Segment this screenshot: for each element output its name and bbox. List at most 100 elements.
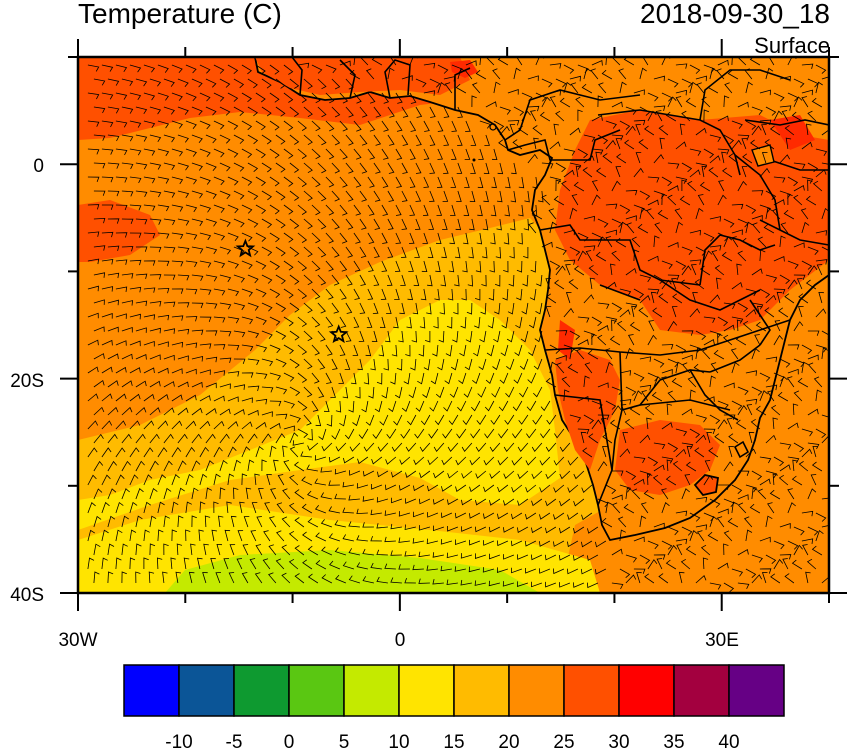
wind-barb — [477, 386, 487, 398]
wind-barb — [731, 57, 733, 66]
wind-barb — [801, 428, 814, 437]
wind-barb — [689, 81, 698, 94]
wind-barb — [546, 293, 557, 304]
colorbar-label: 20 — [498, 732, 519, 750]
wind-barb — [121, 162, 134, 170]
wind-barb — [230, 515, 237, 528]
wind-barb — [163, 407, 175, 416]
wind-barb — [765, 274, 778, 283]
wind-barb — [191, 162, 203, 171]
wind-barb — [185, 316, 198, 322]
wind-barb — [365, 344, 372, 357]
wind-barb — [779, 554, 792, 560]
wind-barb — [87, 285, 99, 292]
wind-barb — [503, 554, 515, 560]
wind-barb — [485, 372, 495, 384]
wind-barb — [371, 330, 378, 343]
wind-barb — [135, 543, 142, 556]
wind-barb — [255, 232, 267, 242]
wind-barb — [183, 557, 190, 570]
wind-barb — [233, 218, 245, 228]
wind-barb — [233, 162, 245, 172]
wind-barb — [443, 400, 453, 412]
wind-barb — [403, 372, 411, 385]
wind-barb — [667, 544, 678, 556]
wind-barb — [489, 553, 501, 560]
wind-barb — [511, 456, 523, 466]
wind-barb — [261, 246, 273, 256]
wind-barb — [356, 483, 369, 489]
wind-barb — [391, 442, 403, 452]
wind-barb — [318, 428, 327, 441]
wind-barb — [363, 442, 375, 452]
wind-barb — [456, 428, 467, 439]
wind-barb — [672, 460, 683, 472]
wind-barb — [311, 64, 323, 74]
wind-barb — [227, 64, 239, 74]
wind-barb — [665, 559, 677, 570]
wind-barb — [205, 162, 217, 172]
wind-barb — [723, 95, 730, 108]
wind-barb — [767, 502, 775, 514]
wind-barb — [793, 78, 805, 88]
wind-barb — [653, 154, 664, 164]
wind-barb — [163, 354, 175, 361]
wind-barb — [339, 60, 351, 67]
wind-barb — [297, 288, 308, 299]
wind-barb — [317, 386, 325, 398]
wind-barb — [135, 162, 148, 170]
wind-barb — [381, 120, 389, 132]
wind-barb — [415, 78, 427, 88]
wind-barb — [707, 531, 719, 542]
wind-barb — [437, 64, 449, 74]
wind-barb — [288, 530, 299, 542]
wind-barb — [797, 377, 809, 388]
wind-barb — [409, 57, 418, 66]
wind-barb — [101, 92, 114, 100]
wind-barb — [539, 540, 551, 547]
wind-barb — [528, 344, 537, 357]
wind-barb — [297, 344, 308, 355]
wind-barb — [381, 386, 389, 399]
wind-barb — [512, 139, 523, 150]
wind-barb — [674, 208, 683, 220]
wind-barb — [447, 498, 459, 506]
wind-barb — [454, 512, 467, 519]
wind-barb — [289, 274, 300, 285]
wind-barb — [121, 543, 128, 556]
wind-barb — [821, 497, 829, 500]
wind-barb — [486, 344, 495, 357]
wind-barb — [751, 190, 764, 196]
wind-barb — [619, 204, 631, 214]
wind-barb — [471, 82, 481, 94]
wind-barb — [345, 190, 354, 202]
wind-barb — [429, 190, 435, 202]
wind-barb — [387, 67, 395, 80]
wind-barb — [254, 572, 263, 584]
wind-barb — [143, 92, 156, 101]
wind-barb — [171, 148, 184, 157]
wind-barb — [793, 184, 805, 192]
wind-barb — [171, 420, 183, 430]
wind-barb — [751, 302, 764, 310]
wind-barb — [658, 293, 669, 304]
wind-barb — [418, 344, 425, 357]
wind-barb — [461, 498, 473, 506]
wind-barb — [709, 414, 721, 424]
wind-barb — [535, 92, 547, 102]
wind-barb — [129, 232, 142, 238]
wind-barb — [779, 105, 792, 111]
wind-barb — [703, 316, 716, 323]
colorbar-label: 5 — [339, 732, 350, 750]
map-title: Temperature (C) — [78, 0, 282, 29]
wind-barb — [129, 557, 136, 570]
wind-barb — [731, 120, 743, 129]
wind-barb — [777, 391, 789, 402]
wind-barb — [213, 232, 226, 241]
wind-barb — [581, 540, 593, 548]
wind-barb — [757, 488, 767, 500]
wind-barb — [527, 153, 538, 164]
wind-barb — [436, 176, 443, 188]
wind-barb — [661, 369, 673, 375]
wind-barb — [748, 431, 755, 444]
